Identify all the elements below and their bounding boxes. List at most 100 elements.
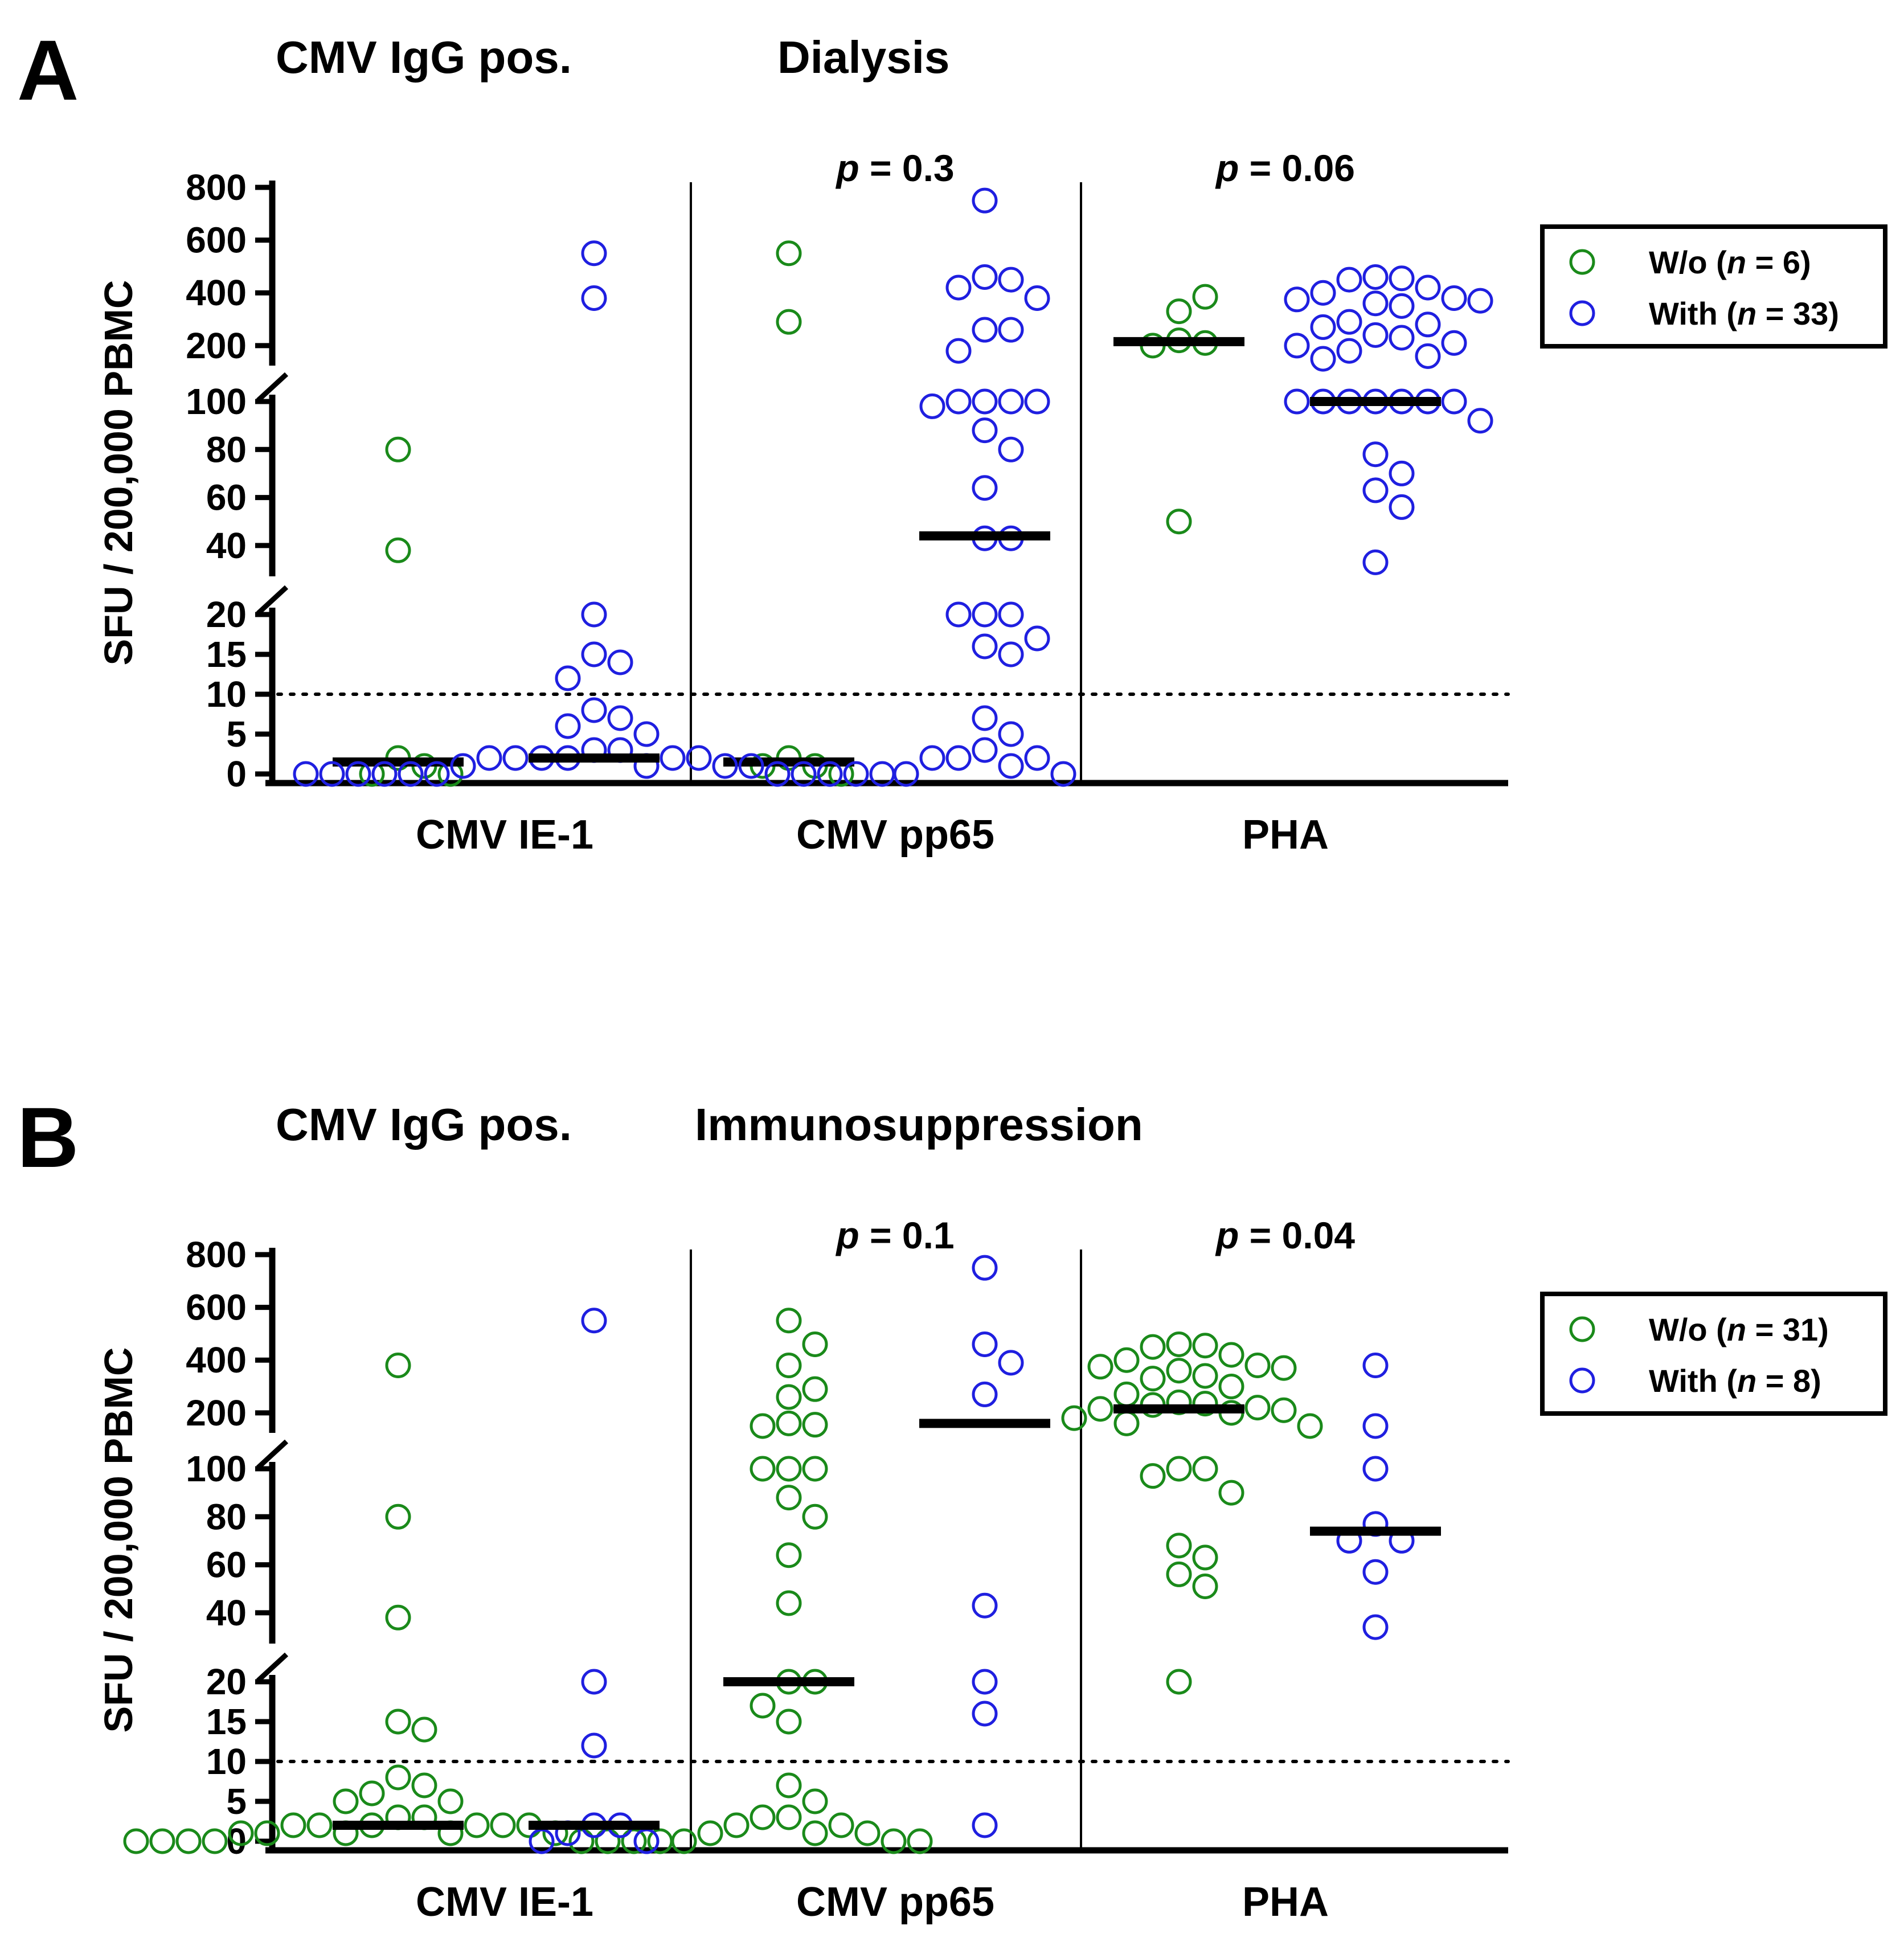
data-point-without [802,1376,828,1402]
x-category-label: CMV pp65 [796,1879,994,1925]
panel-title-left: CMV IgG pos. [276,1099,572,1150]
legend-label: With (n = 33) [1649,296,1839,331]
data-point-with [972,1255,998,1281]
data-point-with [972,475,998,501]
p-value-label: p = 0.1 [835,1214,954,1256]
legend-label: W/o (n = 31) [1649,1312,1829,1347]
data-point-without [280,1812,306,1838]
data-point-with [1467,408,1493,434]
data-point-with [972,737,998,763]
data-point-without [776,1542,802,1568]
data-point-with [1024,285,1050,311]
data-point-with [607,705,633,731]
data-point-without [385,436,411,462]
data-point-with [1050,761,1076,787]
p-value-label: p = 0.06 [1215,147,1355,189]
p-value-text: = 0.1 [859,1214,955,1256]
data-point-with [581,697,607,723]
y-tick-label: 600 [186,220,247,261]
data-point-with [1024,625,1050,652]
data-point-with [319,761,345,787]
x-category-label: PHA [1242,1879,1329,1925]
data-point-without [1113,1410,1140,1436]
data-point-with [581,285,607,311]
panel-letter: B [17,1089,79,1185]
data-point-with [1336,309,1362,335]
data-point-without [149,1828,175,1854]
p-value-text: = 0.06 [1239,147,1355,189]
data-point-with [1362,477,1389,503]
y-tick-label: 400 [186,272,247,313]
data-point-without [776,1308,802,1334]
data-point-without [437,1788,464,1814]
data-point-without [1166,1669,1192,1695]
data-point-with [581,240,607,267]
y-tick-label: 80 [206,1496,247,1537]
data-point-without [1218,1480,1244,1506]
data-point-without [776,1590,802,1616]
data-point-without [385,537,411,563]
data-point-with [1389,293,1415,319]
data-point-without [1087,1354,1113,1380]
data-point-without [306,1812,333,1838]
axis-break-mark [256,372,289,403]
data-point-without [750,1413,776,1439]
data-point-without [723,1812,750,1838]
data-point-without [802,1788,828,1814]
data-point-with [1362,290,1389,317]
data-point-with [972,1669,998,1695]
data-point-with [972,388,998,415]
data-point-without [1140,1334,1166,1360]
data-point-without [1113,1381,1140,1407]
y-tick-label: 200 [186,1392,247,1433]
data-point-without [333,1788,359,1814]
data-point-with [1284,286,1310,313]
data-point-without [1192,1391,1218,1417]
data-point-without [802,1456,828,1482]
data-point-without [464,1812,490,1838]
legend-marker-without [1569,249,1595,275]
data-point-with [1389,460,1415,486]
y-tick-label: 20 [206,594,247,635]
legend-suffix: = 33) [1756,296,1839,331]
data-point-without [750,1693,776,1719]
data-point-without [802,1503,828,1530]
data-point-with [945,388,972,415]
data-point-with [1467,288,1493,314]
legend-prefix: With ( [1649,296,1737,331]
data-point-with [972,417,998,444]
data-point-without [1192,1456,1218,1482]
data-point-with [581,1732,607,1759]
data-point-without [776,240,802,267]
data-point-without [1061,1405,1087,1431]
data-point-with [945,745,972,771]
data-point-without [385,1503,411,1530]
data-point-without [750,1456,776,1482]
p-value-text: = 0.3 [859,147,955,189]
data-point-with [972,264,998,290]
data-point-with [345,761,371,787]
panel-b: B CMV IgG pos. Immunosuppression SFU / 200,… [17,1089,1887,1925]
y-tick-label: 20 [206,1661,247,1702]
data-point-without [776,309,802,335]
data-point-with [607,649,633,675]
axis-break-mark [256,585,289,616]
legend-n-label: n [1727,1312,1746,1347]
data-point-with [817,761,843,787]
data-point-with [972,1812,998,1838]
data-point-without [385,1764,411,1791]
data-point-without [1166,509,1192,535]
y-tick-label: 60 [206,477,247,518]
data-point-without [671,1828,697,1854]
data-point-without [1166,298,1192,325]
data-point-with [660,745,686,771]
data-point-with [581,1308,607,1334]
data-point-with [843,761,869,787]
panel-title-right: Dialysis [777,32,949,83]
data-point-with [1336,338,1362,364]
legend-label: W/o (n = 6) [1649,244,1811,280]
legend: W/o (n = 31)With (n = 8) [1540,1292,1887,1416]
axis-break-mark [256,1652,289,1683]
data-point-without [776,1804,802,1830]
data-point-with [712,753,738,779]
